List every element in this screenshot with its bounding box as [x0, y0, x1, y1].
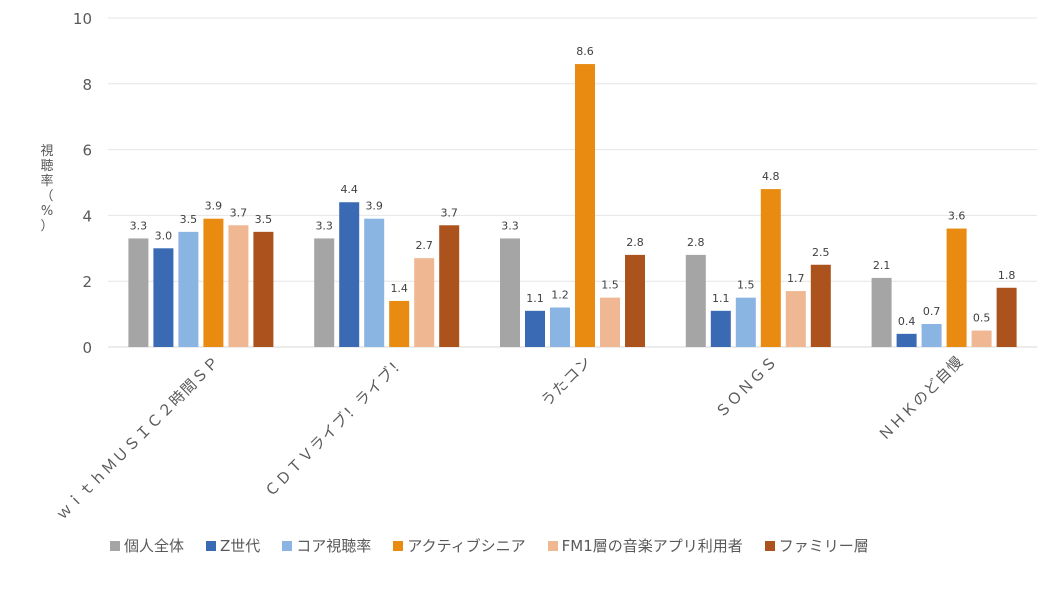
y-tick-label: 8: [82, 76, 92, 94]
bar: [896, 333, 917, 347]
y-axis-ticks: 0 2 4 6 8 10: [73, 10, 92, 357]
bar: [389, 300, 410, 347]
x-axis-categories: ｗｉｔｈＭＵＳＩＣ２時間ＳＰ ＣＤＴＶライブ！ライブ！ うたコン ＳＯＮＧＳ ＮＨＫのど…: [53, 352, 967, 523]
legend-swatch: [110, 540, 120, 551]
bar: [685, 254, 706, 347]
y-tick-label: 2: [82, 273, 92, 291]
legend-label: FM1層の音楽アプリ利用者: [561, 537, 743, 555]
x-tick-label: うたコン: [537, 352, 595, 410]
bar: [946, 228, 967, 347]
legend-item: FM1層の音楽アプリ利用者: [547, 535, 743, 556]
y-tick-label: 10: [73, 10, 92, 28]
data-label: 3.7: [440, 206, 458, 219]
legend-swatch: [764, 540, 775, 551]
data-label: 2.1: [873, 259, 891, 272]
data-label: 3.6: [948, 210, 966, 223]
bar: [810, 264, 831, 347]
bar: [128, 238, 149, 347]
data-label: 4.4: [340, 183, 358, 196]
x-tick-label: ＣＤＴＶライブ！ライブ！: [261, 352, 410, 501]
legend-item: 個人全体: [110, 535, 184, 556]
bar: [500, 238, 520, 347]
bar: [921, 323, 942, 347]
bar: [871, 277, 892, 347]
data-label: 1.1: [712, 292, 730, 305]
data-label: 0.4: [898, 315, 916, 328]
bar: [971, 330, 992, 347]
data-label: 8.6: [576, 45, 594, 58]
legend-swatch: [393, 540, 404, 551]
data-label: 1.8: [998, 269, 1016, 282]
bar: [153, 248, 174, 347]
legend-swatch: [282, 540, 293, 551]
bar: [710, 310, 731, 347]
data-label: 2.5: [812, 246, 830, 259]
data-label: 2.8: [687, 236, 705, 249]
bar: [364, 218, 385, 347]
bar: [314, 238, 335, 347]
legend: 個人全体 Z世代 コア視聴率 アクティブシニア FM1層の音楽アプリ利用者 ファミリー層: [110, 535, 869, 556]
bar: [760, 189, 781, 347]
data-label: 1.5: [601, 279, 619, 292]
data-label: 1.4: [390, 282, 408, 295]
bar: [525, 310, 545, 347]
legend-label: アクティブシニア: [407, 537, 526, 555]
bars: [128, 64, 1017, 347]
bar: [414, 258, 435, 347]
legend-item: アクティブシニア: [393, 535, 526, 556]
data-label: 0.5: [973, 312, 991, 325]
bar: [785, 291, 806, 347]
bar: [339, 202, 360, 347]
data-label: 3.7: [230, 206, 248, 219]
legend-label: 個人全体: [124, 537, 185, 555]
data-label: 0.7: [923, 305, 941, 318]
data-label: 3.5: [255, 213, 273, 226]
bar: [600, 297, 620, 347]
x-tick-label: ｗｉｔｈＭＵＳＩＣ２時間ＳＰ: [53, 352, 224, 523]
bar: [735, 297, 756, 347]
y-tick-label: 6: [82, 142, 92, 160]
legend-swatch: [547, 540, 558, 551]
data-label: 3.0: [155, 229, 173, 242]
bar: [178, 231, 199, 347]
legend-label: Z世代: [220, 537, 261, 555]
legend-label: ファミリー層: [778, 537, 869, 555]
data-label: 3.5: [180, 213, 198, 226]
data-label: 1.5: [737, 279, 755, 292]
bar: [439, 225, 460, 347]
bar: [228, 225, 249, 347]
data-label: 1.7: [787, 272, 805, 285]
data-label: 3.3: [315, 219, 333, 232]
bar: [253, 231, 274, 347]
x-tick-label: ＮＨＫのど自慢: [875, 352, 967, 444]
x-tick-label: ＳＯＮＧＳ: [712, 352, 781, 421]
data-label: 1.2: [551, 289, 569, 302]
data-label: 4.8: [762, 170, 780, 183]
bar: [625, 254, 645, 347]
data-label: 1.1: [526, 292, 544, 305]
bar: [575, 64, 595, 347]
bar: [203, 218, 224, 347]
data-label: 3.9: [205, 200, 223, 213]
data-label: 3.3: [130, 219, 148, 232]
data-label: 2.7: [415, 239, 433, 252]
data-label: 3.3: [501, 219, 519, 232]
legend-item: ファミリー層: [764, 535, 869, 556]
legend-item: Z世代: [206, 535, 260, 556]
data-label: 3.9: [365, 200, 383, 213]
bar: [996, 287, 1017, 347]
y-tick-label: 0: [82, 339, 92, 357]
legend-item: コア視聴率: [282, 535, 371, 556]
y-axis-label: 視聴率（%）: [40, 144, 53, 234]
legend-swatch: [206, 540, 217, 551]
bar: [550, 307, 570, 347]
legend-label: コア視聴率: [296, 537, 372, 555]
y-axis-title: 視聴率（%）: [40, 144, 53, 234]
y-tick-label: 4: [82, 207, 92, 225]
data-label: 2.8: [626, 236, 644, 249]
data-labels: 3.3 3.0 3.5 3.9 3.7 3.5 3.3 4.4 3.9 1.4 2.7 3.7 3.3 1…: [130, 45, 1016, 328]
